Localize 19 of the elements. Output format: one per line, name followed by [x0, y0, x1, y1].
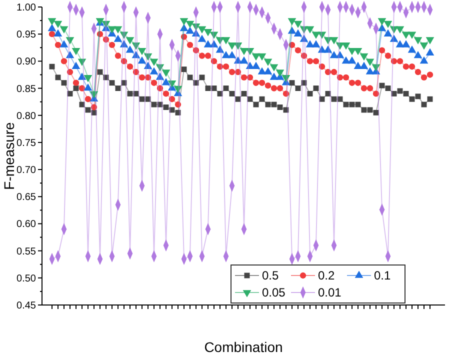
legend-label: 0.5 — [262, 268, 280, 283]
y-tick-label: 0.85 — [16, 84, 36, 95]
y-tick-label: 0.75 — [16, 138, 36, 149]
legend-label: 0.01 — [318, 286, 342, 300]
legend-label: 0.2 — [318, 268, 336, 283]
y-tick-label: 0.95 — [16, 30, 36, 41]
y-tick-label: 0.45 — [16, 300, 36, 312]
y-tick-label: 1.00 — [16, 2, 36, 14]
y-tick-label: 0.80 — [16, 110, 36, 122]
legend-label: 0.1 — [374, 268, 392, 283]
y-tick-label: 0.55 — [16, 246, 36, 258]
y-tick-label: 0.65 — [16, 192, 36, 204]
y-tick-label: 0.90 — [16, 56, 36, 68]
y-tick-label: 0.50 — [16, 273, 36, 284]
y-axis-title: F-measure — [1, 122, 17, 190]
y-tick-label: 0.60 — [16, 219, 36, 230]
legend-label: 0.05 — [262, 286, 286, 300]
y-tick-label: 0.70 — [16, 165, 36, 176]
x-axis-title: Combination — [204, 339, 283, 355]
